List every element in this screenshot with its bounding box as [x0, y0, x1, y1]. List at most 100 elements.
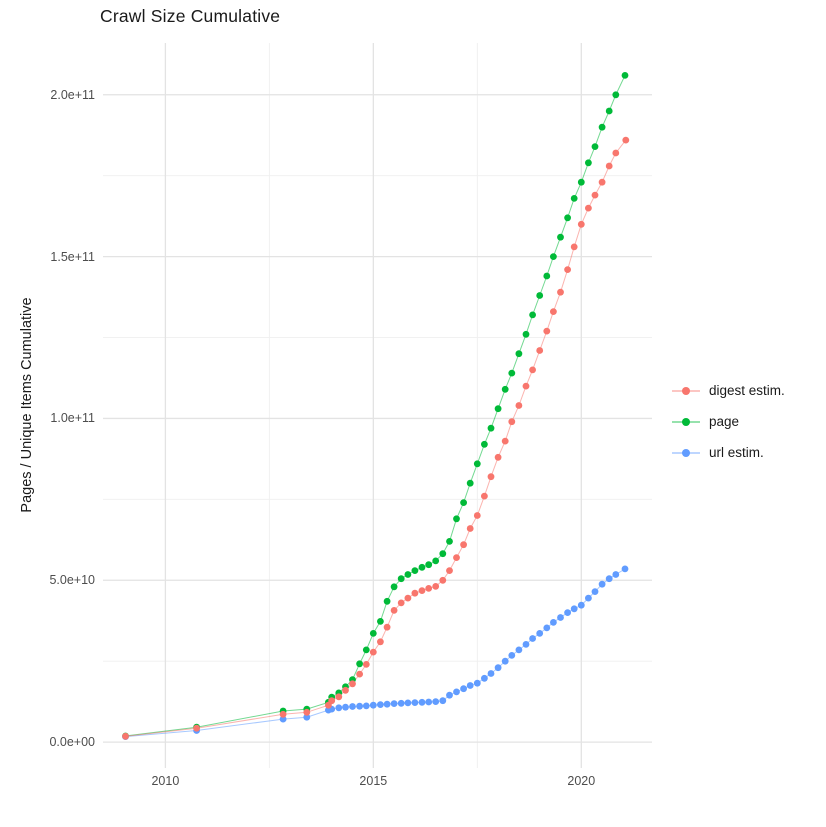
data-point-page	[598, 123, 606, 131]
legend-key-icon	[672, 386, 700, 395]
y-tick-label: 1.5e+11	[50, 249, 95, 264]
data-point-page	[557, 233, 564, 241]
data-point-url-estim	[466, 682, 474, 689]
legend-key-dot	[682, 417, 690, 426]
data-point-digest-estim	[564, 266, 571, 273]
data-point-page	[529, 311, 536, 319]
data-point-page	[453, 515, 460, 523]
y-tick-label: 1.0e+11	[50, 411, 95, 426]
data-point-digest-estim	[591, 191, 599, 199]
data-point-url-estim	[446, 691, 453, 699]
y-axis-title: Pages / Unique Items Cumulative	[19, 297, 35, 513]
data-point-page	[473, 460, 481, 468]
data-point-url-estim	[335, 704, 343, 712]
data-point-url-estim	[383, 700, 391, 708]
data-point-page	[425, 561, 433, 569]
data-point-url-estim	[522, 641, 530, 648]
data-point-url-estim	[303, 713, 311, 721]
data-point-digest-estim	[328, 697, 336, 705]
data-point-digest-estim	[342, 686, 349, 694]
data-point-digest-estim	[557, 288, 564, 296]
data-point-digest-estim	[585, 204, 592, 212]
data-point-digest-estim	[529, 366, 536, 374]
data-point-digest-estim	[383, 623, 391, 631]
data-point-page	[460, 499, 467, 506]
data-point-page	[411, 567, 419, 574]
data-point-page	[446, 538, 453, 545]
x-tick-label: 2015	[359, 774, 388, 788]
data-point-page	[543, 272, 551, 280]
data-point-page	[621, 72, 629, 79]
data-point-url-estim	[397, 699, 405, 707]
data-point-url-estim	[557, 614, 564, 621]
legend-key-dot	[682, 448, 690, 457]
data-point-page	[404, 571, 412, 578]
data-point-digest-estim	[390, 607, 398, 614]
data-point-url-estim	[487, 670, 495, 677]
data-point-digest-estim	[356, 670, 363, 678]
data-point-digest-estim	[598, 178, 606, 186]
data-point-page	[383, 597, 391, 605]
data-point-url-estim	[508, 652, 516, 659]
data-point-url-estim	[612, 571, 620, 578]
data-point-digest-estim	[453, 554, 460, 561]
data-point-page	[494, 405, 502, 413]
data-point-url-estim	[342, 703, 349, 711]
data-point-url-estim	[356, 702, 363, 710]
legend-item-page: page	[670, 406, 785, 437]
data-point-page	[466, 479, 474, 487]
data-point-url-estim	[432, 698, 440, 705]
data-point-digest-estim	[605, 162, 613, 170]
data-point-page	[439, 550, 447, 558]
data-point-url-estim	[543, 624, 551, 632]
data-point-page	[418, 563, 426, 571]
data-point-page	[522, 330, 530, 338]
data-point-digest-estim	[501, 437, 509, 445]
data-point-page	[577, 178, 585, 186]
data-point-page	[605, 107, 613, 115]
data-point-page	[550, 253, 557, 260]
data-point-url-estim	[501, 657, 509, 665]
data-point-digest-estim	[612, 149, 620, 157]
data-point-digest-estim	[122, 732, 129, 740]
chart-title: Crawl Size Cumulative	[100, 6, 281, 26]
data-point-url-estim	[404, 699, 412, 707]
data-point-digest-estim	[279, 710, 287, 718]
data-point-digest-estim	[369, 648, 377, 656]
data-point-page	[432, 557, 440, 565]
data-point-url-estim	[598, 580, 606, 588]
x-tick-label: 2020	[567, 774, 596, 788]
data-point-digest-estim	[550, 308, 557, 315]
data-point-digest-estim	[193, 724, 201, 732]
legend-key-icon	[672, 417, 700, 426]
data-point-url-estim	[515, 646, 523, 654]
data-point-page	[397, 575, 405, 583]
data-point-page	[585, 159, 592, 167]
data-point-digest-estim	[362, 661, 370, 668]
data-point-url-estim	[529, 635, 536, 642]
data-point-digest-estim	[494, 453, 502, 461]
data-point-page	[508, 369, 516, 377]
data-point-digest-estim	[439, 576, 447, 584]
data-point-url-estim	[621, 565, 629, 573]
data-point-digest-estim	[425, 585, 433, 592]
data-point-url-estim	[418, 698, 426, 706]
data-point-url-estim	[473, 679, 481, 687]
data-point-page	[377, 618, 384, 625]
data-point-url-estim	[411, 699, 419, 706]
data-point-page	[536, 292, 544, 299]
data-point-url-estim	[453, 688, 460, 696]
data-point-digest-estim	[473, 512, 481, 519]
data-point-digest-estim	[335, 693, 343, 701]
data-point-digest-estim	[418, 587, 426, 594]
legend: digest estim. page url estim.	[670, 375, 785, 468]
data-point-digest-estim	[508, 418, 516, 426]
data-point-digest-estim	[622, 136, 630, 144]
data-point-digest-estim	[432, 583, 440, 590]
data-point-url-estim	[570, 605, 578, 613]
legend-label: page	[709, 414, 740, 429]
legend-key-dot	[682, 386, 690, 395]
data-point-digest-estim	[577, 220, 585, 228]
data-point-page	[362, 646, 370, 654]
